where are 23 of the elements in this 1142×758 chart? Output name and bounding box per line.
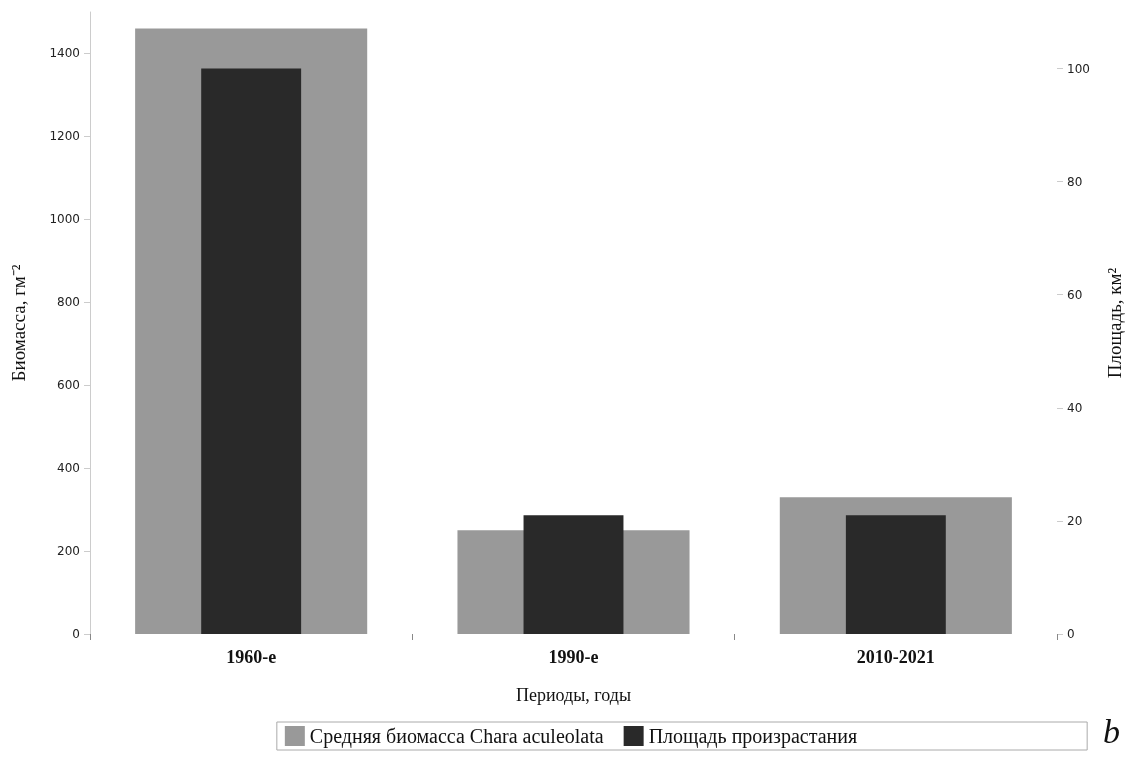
y-tick-label: 0 — [72, 627, 80, 641]
y2-tick-label: 40 — [1067, 400, 1083, 415]
y-axis-title: Биомасса, гм⁻² — [8, 264, 29, 382]
x-axis-title: Периоды, годы — [515, 685, 632, 705]
y2-tick-label: 20 — [1067, 513, 1083, 528]
x-tick-label: 1990-е — [548, 647, 599, 667]
y-tick-label: 1000 — [49, 212, 80, 227]
x-tick-label: 1960-е — [226, 647, 277, 667]
legend-label: Площадь произрастания — [648, 725, 858, 748]
y-tick-label: 600 — [57, 378, 80, 393]
y2-tick-label: 0 — [1067, 627, 1075, 641]
y-tick-label: 400 — [57, 461, 80, 476]
y-tick-label: 800 — [57, 295, 80, 310]
y2-tick-label: 60 — [1067, 287, 1083, 302]
text: b — [1103, 712, 1120, 750]
y2-tick-label: 80 — [1067, 174, 1083, 189]
x-tick-label: 2010-2021 — [856, 647, 935, 667]
y-tick-label: 200 — [57, 544, 80, 559]
y-tick-label: 1400 — [49, 46, 80, 61]
legend-label: Средняя биомасса Chara aculeolata — [309, 725, 604, 748]
y2-tick-label: 100 — [1067, 61, 1090, 76]
y-tick-label: 1200 — [49, 129, 80, 144]
y2-axis-title: Площадь, км² — [1104, 267, 1125, 379]
